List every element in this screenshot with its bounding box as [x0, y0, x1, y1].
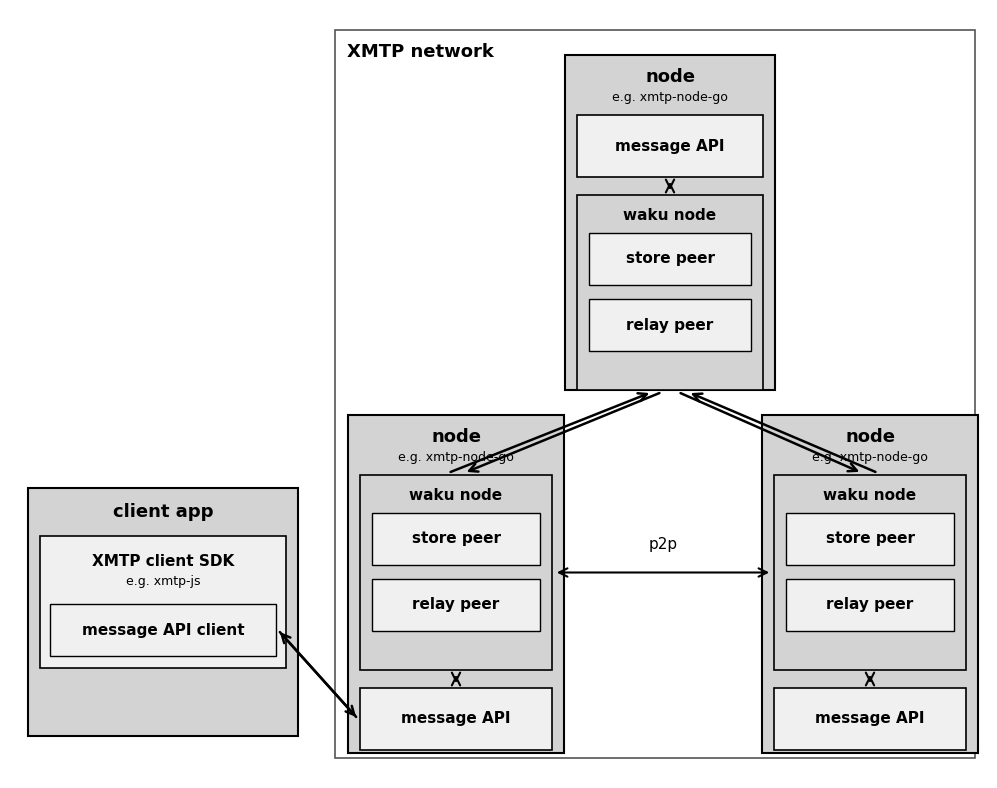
- Text: waku node: waku node: [410, 488, 502, 503]
- Text: relay peer: relay peer: [413, 597, 499, 612]
- Text: XMTP client SDK: XMTP client SDK: [92, 555, 234, 570]
- Text: p2p: p2p: [648, 537, 678, 552]
- Text: waku node: waku node: [824, 488, 916, 503]
- Bar: [762, 415, 978, 753]
- Text: e.g. xmtp-node-go: e.g. xmtp-node-go: [612, 91, 728, 103]
- Text: store peer: store peer: [826, 531, 914, 547]
- Text: relay peer: relay peer: [827, 597, 913, 612]
- Bar: [360, 688, 552, 750]
- Text: node: node: [645, 68, 695, 86]
- Bar: [589, 233, 751, 285]
- Bar: [372, 579, 540, 631]
- Bar: [577, 195, 763, 390]
- Text: node: node: [845, 428, 895, 446]
- Text: message API client: message API client: [82, 623, 244, 637]
- Bar: [589, 299, 751, 351]
- Text: message API: message API: [401, 712, 510, 727]
- Bar: [372, 513, 540, 565]
- Text: store peer: store peer: [412, 531, 500, 547]
- Bar: [786, 513, 954, 565]
- Bar: [50, 604, 276, 656]
- Text: relay peer: relay peer: [626, 318, 714, 333]
- Text: e.g. xmtp-js: e.g. xmtp-js: [126, 575, 200, 589]
- Text: e.g. xmtp-node-go: e.g. xmtp-node-go: [398, 451, 513, 463]
- Bar: [786, 579, 954, 631]
- Text: waku node: waku node: [623, 207, 717, 222]
- Text: store peer: store peer: [625, 251, 715, 266]
- Bar: [577, 115, 763, 177]
- Bar: [360, 475, 552, 670]
- Text: XMTP network: XMTP network: [347, 43, 494, 61]
- Bar: [335, 30, 975, 758]
- Text: e.g. xmtp-node-go: e.g. xmtp-node-go: [813, 451, 928, 463]
- Bar: [774, 475, 966, 670]
- Bar: [348, 415, 564, 753]
- Bar: [28, 488, 298, 736]
- Text: client app: client app: [113, 503, 213, 521]
- Bar: [40, 536, 286, 668]
- Bar: [774, 688, 966, 750]
- Bar: [565, 55, 775, 390]
- Text: message API: message API: [816, 712, 925, 727]
- Text: message API: message API: [615, 139, 725, 154]
- Text: node: node: [431, 428, 481, 446]
